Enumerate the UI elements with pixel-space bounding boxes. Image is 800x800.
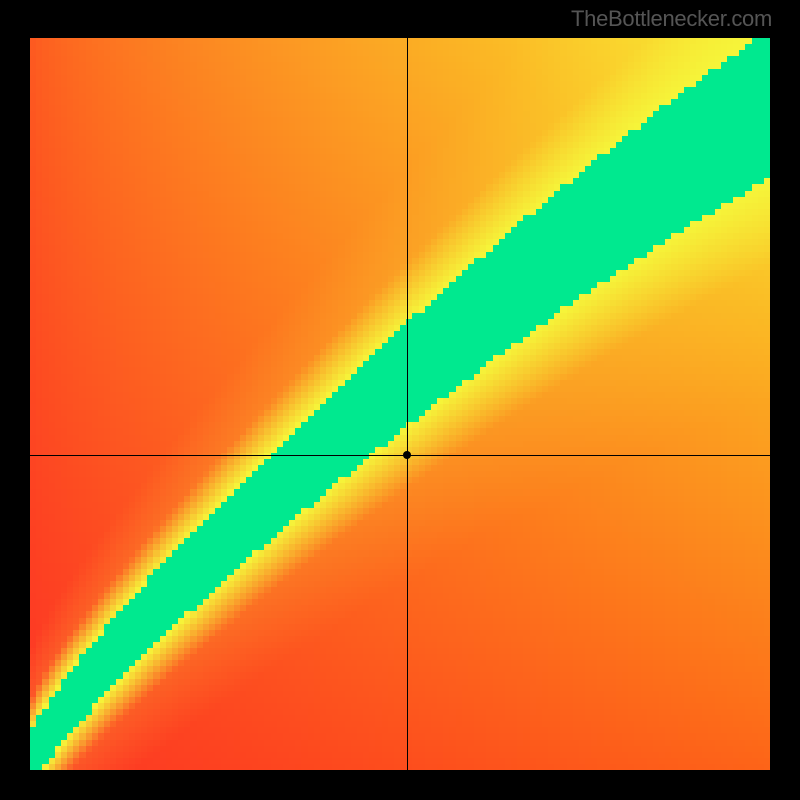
crosshair-vertical <box>407 38 408 770</box>
root-container: TheBottlenecker.com <box>0 0 800 800</box>
heatmap-canvas <box>30 38 770 770</box>
watermark-text: TheBottlenecker.com <box>571 6 772 32</box>
crosshair-horizontal <box>30 455 770 456</box>
heatmap-plot <box>30 38 770 770</box>
